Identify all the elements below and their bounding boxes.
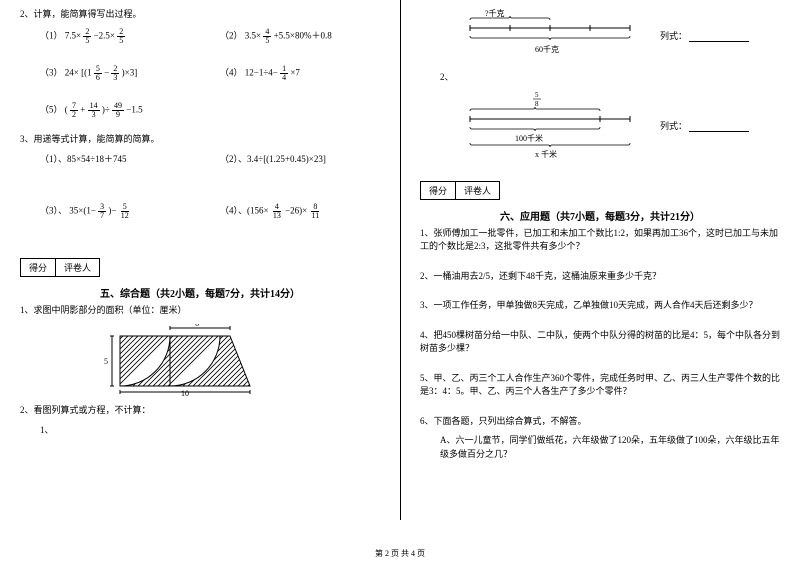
q-mid-2: 2、 [440,71,780,85]
q5-2-1: 1、 [40,423,380,436]
fraction: 512 [119,203,131,220]
q5-2: 2、看图列算式或方程，不计算： [20,404,380,418]
q6-2: 2、一桶油用去2/5，还剩下48千克，这桶油原来重多少千克？ [420,270,780,284]
formula-line-2: 列式： [660,119,749,132]
left-column: 2、计算，能简算得写出过程。 （1） 7.5× 25 −2.5× 25 （2） … [0,0,400,565]
q2-4: （4） 12−1÷4− 14 ×7 [220,65,380,82]
section6-title: 六、应用题（共7小题，每题3分，共计21分） [420,208,780,223]
grader-label: 评卷人 [56,259,99,276]
geometry-figure: 6 5 10 [100,324,260,396]
dim-top: 6 [195,324,199,328]
score-box: 得分 评卷人 [20,258,100,277]
q6-5: 5、甲、乙、丙三个工人合作生产360个零件，完成任务时甲、乙、丙三人生产零件个数… [420,372,780,399]
diagram2-frac-n: 5 [535,91,539,99]
q2-3: （3） 24× [(1 56 − 23 )×3] [40,65,200,82]
diagram1-top-label: ?千克 [485,8,505,18]
fraction: 72 [70,102,78,119]
fraction: 811 [309,203,321,220]
fraction: 45 [263,28,271,45]
q3-4: （4）、(156× 413 −26)× 811 [220,203,380,220]
fraction: 56 [94,65,102,82]
section5-title: 五、综合题（共2小题，每题7分，共计14分） [20,285,380,300]
fraction: 25 [117,28,125,45]
diagram2-mid-label: 100千米 [515,133,543,143]
q5-1: 1、求图中阴影部分的面积（单位：厘米） [20,304,380,318]
q6-6a: A、六一儿童节，同学们做纸花，六年级做了120朵，五年级做了100朵，六年级比五… [440,434,780,461]
q2-2: （2） 3.5× 45 +5.5×80%＋0.8 [220,28,380,45]
q3-title: 3、用递等式计算，能简算的简算。 [20,133,380,147]
score-label: 得分 [21,259,56,276]
q3-2: （2）、3.4÷[(1.25+0.45)×23] [220,152,380,165]
fraction: 413 [271,203,283,220]
dim-bottom: 10 [181,389,189,396]
grader-label: 评卷人 [456,182,499,199]
q6-1: 1、张师傅加工一批零件，已加工和未加工个数比1:2，如果再加工36个，这时已加工… [420,227,780,254]
blank-input[interactable] [689,32,749,42]
dim-left: 5 [104,357,108,366]
fraction: 14 [280,65,288,82]
diagram2-bottom-label: x 千米 [535,149,557,159]
q6-6: 6、下面各题，只列出综合算式，不解答。 [420,415,780,429]
diagram2-frac-d: 8 [535,100,539,108]
right-column: ?千克 60千克 列式： 2、 5 8 100千米 [400,0,800,565]
bracket-diagram-2: 5 8 100千米 x 千米 列式： [460,91,780,161]
fraction: 37 [98,203,106,220]
q6-4: 4、把450棵树苗分给一中队、二中队，使两个中队分得的树苗的比是4：5，每个中队… [420,329,780,356]
score-box: 得分 评卷人 [420,181,500,200]
fraction: 499 [112,102,124,119]
q2-5: （5） ( 72 + 143 )÷ 499 −1.5 [40,102,380,119]
blank-input[interactable] [689,122,749,132]
page-footer: 第 2 页 共 4 页 [0,548,800,559]
q2-1: （1） 7.5× 25 −2.5× 25 [40,28,200,45]
q3-3: （3）、 35×(1− 37 )− 512 [40,203,200,220]
q6-3: 3、一项工作任务，甲单独做8天完成，乙单独做10天完成，两人合作4天后还剩多少？ [420,299,780,313]
q3-1: （1）、85×54÷18＋745 [40,152,200,165]
fraction: 23 [111,65,119,82]
fraction: 143 [88,102,100,119]
q2-title: 2、计算，能简算得写出过程。 [20,8,380,22]
score-label: 得分 [421,182,456,199]
diagram1-bottom-label: 60千克 [535,44,559,54]
formula-line-1: 列式： [660,29,749,42]
bracket-diagram-1: ?千克 60千克 列式： [460,8,780,63]
fraction: 25 [83,28,91,45]
